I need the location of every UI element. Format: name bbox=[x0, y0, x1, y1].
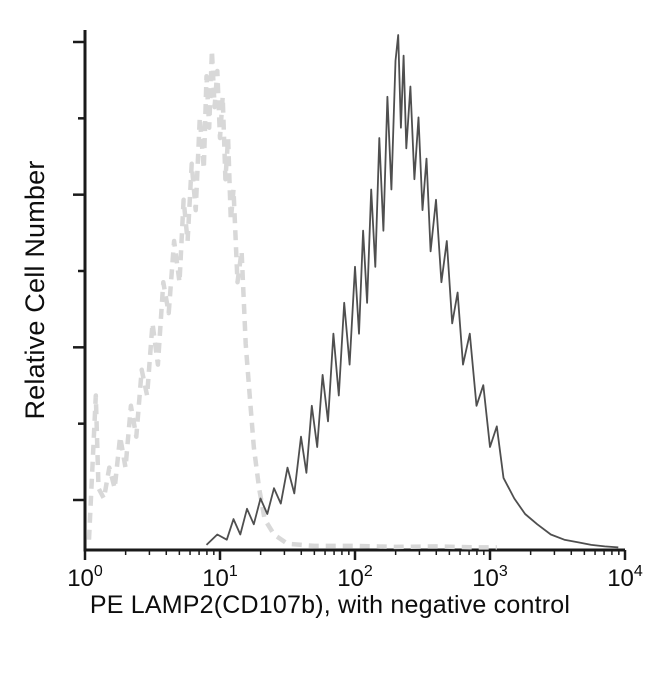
series-layer bbox=[86, 34, 619, 550]
series-negative-control bbox=[86, 48, 497, 550]
y-axis-title: Relative Cell Number bbox=[20, 160, 50, 419]
tick-label-layer: 100 101 102 103 104 bbox=[67, 563, 643, 592]
x-tick-label: 103 bbox=[472, 563, 508, 592]
x-tick-label: 102 bbox=[337, 563, 373, 592]
x-tick-label: 101 bbox=[202, 563, 238, 592]
x-tick-label: 100 bbox=[67, 563, 103, 592]
x-axis-title: PE LAMP2(CD107b), with negative control bbox=[90, 591, 570, 619]
axes-layer bbox=[73, 30, 627, 560]
series-pe-lamp2-cd107b- bbox=[205, 34, 619, 549]
x-tick-label: 104 bbox=[607, 563, 643, 592]
